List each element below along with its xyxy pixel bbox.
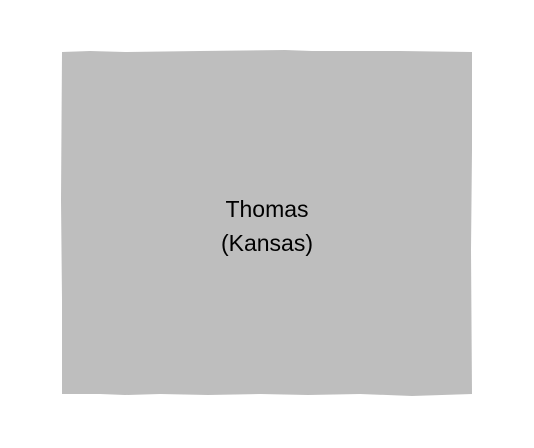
region-name-label: Thomas: [225, 196, 308, 222]
county-shape: [61, 50, 472, 396]
region-state-label: (Kansas): [221, 230, 313, 256]
